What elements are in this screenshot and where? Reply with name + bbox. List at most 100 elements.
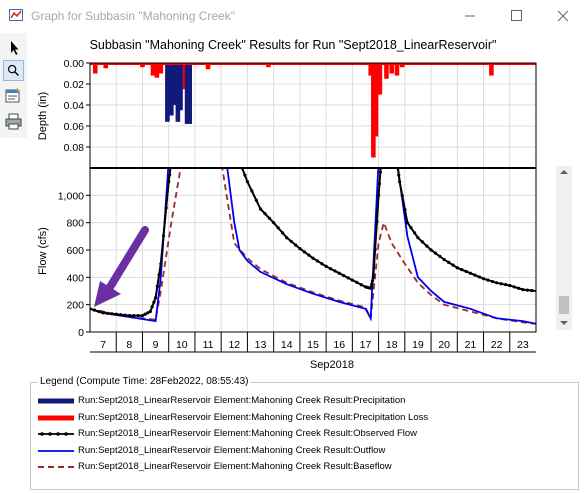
observed-point	[373, 247, 377, 252]
depth-bar	[172, 63, 178, 105]
x-tick-label: 12	[228, 339, 240, 351]
observed-point	[294, 243, 298, 247]
observed-point	[263, 212, 267, 216]
graph-toolbar	[0, 33, 27, 138]
observed-point	[243, 173, 247, 177]
observed-point	[307, 253, 311, 257]
maximize-button[interactable]	[493, 0, 539, 32]
observed-point	[517, 286, 521, 290]
legend-swatch	[38, 415, 74, 420]
observed-point	[499, 282, 503, 286]
observed-point	[153, 296, 158, 300]
close-button[interactable]	[540, 0, 586, 32]
legend-swatch	[38, 449, 74, 452]
observed-point	[370, 282, 374, 287]
depth-tick-label: 0.04	[64, 100, 85, 112]
flow-lines	[90, 160, 536, 325]
depth-bar	[158, 63, 164, 74]
observed-point	[438, 254, 442, 259]
observed-point	[385, 160, 388, 163]
depth-bar	[184, 63, 190, 124]
observed-point	[315, 259, 320, 263]
observed-point	[324, 264, 328, 268]
x-tick-label: 9	[153, 339, 159, 351]
vertical-scrollbar[interactable]	[556, 166, 572, 330]
properties-icon[interactable]	[3, 85, 24, 106]
app-icon	[9, 9, 23, 21]
flow-tick-label: 0	[78, 327, 84, 339]
depth-bar	[92, 63, 98, 74]
scroll-down-icon	[560, 321, 568, 325]
observed-point	[403, 207, 407, 212]
flow-axis-ticks: 0 200 400 600 800 1,000	[58, 190, 90, 339]
x-tick-label: 19	[412, 339, 424, 351]
depth-bar	[103, 63, 109, 69]
observed-point	[490, 279, 495, 284]
x-axis-ticks: 7 8 9 10 11 12 13 14 15 16 17 18 19 20 21 22 23	[90, 332, 536, 353]
observed-point	[400, 194, 404, 198]
observed-point	[302, 250, 306, 254]
observed-point	[442, 257, 446, 262]
observed-point	[164, 206, 168, 210]
x-tick-label: 16	[333, 339, 345, 351]
depth-bar	[389, 63, 395, 74]
x-tick-label: 8	[126, 339, 132, 351]
observed-point	[355, 280, 359, 284]
observed-point	[425, 244, 429, 248]
annotation-arrow	[94, 226, 149, 307]
observed-point	[377, 182, 382, 186]
observed-point	[280, 231, 285, 235]
observed-point	[337, 271, 341, 275]
observed-point	[311, 256, 315, 260]
observed-point	[136, 314, 140, 318]
pointer-icon[interactable]	[3, 37, 24, 58]
observed-point	[276, 226, 280, 230]
observed-point	[378, 170, 382, 174]
observed-point	[460, 268, 464, 272]
observed-point	[350, 278, 354, 282]
x-tick-label: 10	[176, 339, 188, 351]
observed-point	[245, 180, 250, 184]
depth-bar	[371, 63, 376, 158]
observed-point	[320, 262, 324, 266]
observed-point	[451, 263, 455, 267]
depth-bar	[205, 63, 211, 70]
observed-point	[140, 314, 145, 318]
zoom-icon[interactable]	[3, 60, 24, 81]
x-tick-label: 7	[100, 339, 106, 351]
observed-point	[328, 267, 333, 271]
depth-bar	[169, 63, 174, 116]
depth-bars	[90, 63, 536, 158]
series-line	[90, 168, 536, 325]
print-icon[interactable]	[3, 111, 24, 132]
legend-caption: Legend (Compute Time: 28Feb2022, 08:55:4…	[38, 376, 251, 387]
chart-area: 0.000.020.040.060.08 02004006008001,000 …	[37, 58, 537, 371]
observed-point	[521, 288, 525, 292]
flow-tick-label: 1,000	[58, 190, 84, 202]
depth-bar	[178, 63, 183, 111]
observed-point	[464, 269, 468, 274]
legend-label: Run:Sept2018_LinearReservoir Element:Mah…	[78, 428, 418, 439]
observed-point	[359, 283, 363, 287]
flow-tick-label: 600	[66, 245, 84, 257]
observed-point	[157, 273, 161, 277]
observed-point	[370, 279, 375, 283]
observed-point	[267, 216, 272, 220]
observed-point	[346, 276, 350, 280]
observed-point	[477, 275, 481, 279]
observed-point	[447, 260, 451, 264]
minimize-button[interactable]	[447, 0, 493, 32]
depth-bar	[489, 63, 494, 76]
observed-point	[495, 281, 499, 285]
depth-tick-label: 0.08	[64, 142, 85, 154]
observed-point	[508, 283, 512, 288]
observed-point	[97, 309, 101, 314]
observed-point	[530, 288, 534, 293]
chart-title: Subbasin "Mahoning Creek" Results for Ru…	[89, 38, 497, 52]
observed-point	[512, 285, 516, 289]
depth-plot-grid	[90, 62, 536, 168]
observed-point	[92, 308, 97, 312]
series-line	[90, 168, 536, 325]
x-tick-label: 13	[255, 339, 267, 351]
flow-axis-label: Flow (cfs)	[37, 227, 49, 275]
